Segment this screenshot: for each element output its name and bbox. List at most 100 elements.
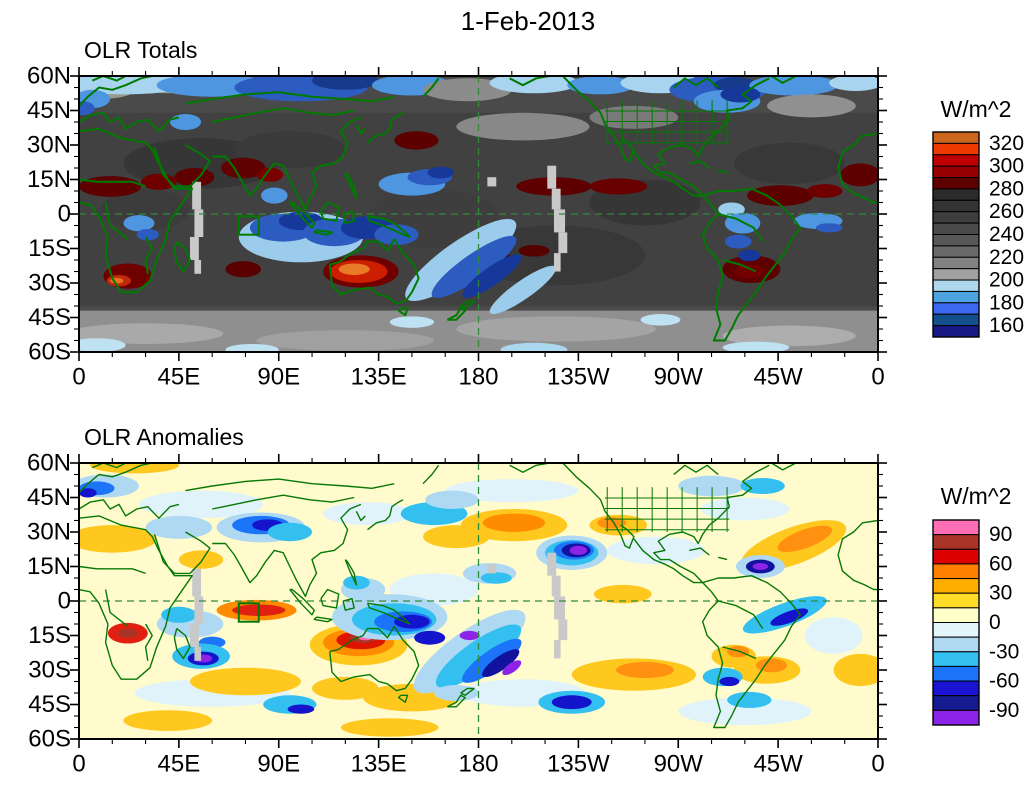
coastline-path — [211, 107, 355, 123]
lon-tick-label: 90W — [654, 364, 704, 391]
map-feature — [338, 263, 370, 275]
coastline-path — [689, 547, 710, 556]
lat-tick-label: 60S — [28, 339, 71, 366]
map-feature — [719, 676, 740, 687]
colorbar-frame — [932, 131, 980, 338]
coastline-path — [718, 600, 764, 629]
map-feature — [323, 502, 412, 526]
map-feature — [405, 218, 517, 302]
map-feature — [518, 245, 550, 257]
coastline-path — [342, 210, 356, 225]
colorbar-cell — [932, 279, 980, 292]
map-feature — [427, 166, 455, 179]
map-feature — [597, 517, 627, 529]
colorbar-cell — [932, 534, 980, 550]
lon-tick-label: 90E — [257, 751, 300, 778]
map-feature — [482, 513, 546, 532]
map-feature — [189, 667, 301, 696]
map-feature — [79, 338, 126, 352]
coastline-path — [366, 602, 411, 625]
figure-date-title: 1-Feb-2013 — [460, 6, 596, 36]
map-feature — [145, 515, 213, 539]
coastline-path — [104, 589, 129, 627]
map-feature — [755, 658, 788, 673]
map-feature — [678, 475, 745, 497]
coastline-path — [397, 694, 409, 703]
map-feature — [738, 249, 761, 262]
coastline-path — [422, 77, 440, 98]
map-feature — [414, 630, 446, 645]
map-feature — [225, 261, 261, 278]
map-feature — [551, 695, 592, 710]
map-feature — [267, 522, 313, 542]
missing-data-strip — [194, 647, 202, 661]
missing-data-strip — [189, 624, 199, 647]
lon-tick-label: 135E — [351, 751, 407, 778]
coastline-path — [319, 201, 340, 222]
map-feature — [79, 176, 142, 197]
colorbar-cell — [932, 154, 980, 167]
coastline-path — [562, 76, 635, 163]
coastline-path — [397, 307, 409, 317]
coastline-path — [92, 463, 126, 469]
coastline-path — [289, 201, 316, 229]
map-feature — [79, 488, 97, 498]
lon-tick-label: 135W — [547, 751, 610, 778]
lat-tick-label: 15S — [28, 235, 71, 262]
coastline-path — [104, 202, 129, 241]
map-feature — [256, 330, 435, 351]
colorbar-cell — [932, 177, 980, 190]
anomalies-map — [79, 463, 878, 739]
lat-tick-label: 15S — [28, 622, 71, 649]
coastline-path — [509, 76, 550, 87]
missing-data-strip — [487, 564, 497, 574]
map-feature — [234, 131, 346, 169]
map-feature — [462, 254, 522, 298]
lat-tick-label: 45N — [27, 484, 71, 511]
colorbar-cell — [932, 607, 980, 623]
colorbar-cell — [932, 245, 980, 258]
coastline-path — [79, 565, 146, 575]
lon-tick-label: 45E — [158, 364, 201, 391]
map-feature — [79, 101, 95, 116]
map-feature — [752, 563, 769, 570]
map-feature — [718, 202, 745, 217]
lat-tick-label: 45S — [28, 304, 71, 331]
map-feature — [593, 584, 652, 604]
map-feature — [445, 479, 579, 503]
coastline-path — [460, 300, 476, 310]
map-feature — [720, 86, 761, 103]
colorbar-label: 180 — [989, 291, 1024, 314]
map-feature — [459, 630, 480, 641]
map-feature — [138, 490, 264, 519]
lat-tick-label: 15N — [27, 553, 71, 580]
map-feature — [567, 76, 634, 95]
colorbar-cell — [932, 592, 980, 609]
map-feature — [394, 614, 430, 629]
coastline-path — [509, 463, 550, 473]
lat-tick-label: 30N — [27, 132, 71, 159]
coastline-path — [153, 144, 211, 188]
map-feature — [589, 105, 679, 129]
map-feature — [394, 131, 439, 150]
coastline-path — [837, 519, 878, 591]
map-feature — [462, 638, 522, 683]
coastline-path — [701, 187, 802, 342]
anomalies-panel-title: OLR Anomalies — [84, 424, 244, 450]
coastline-path — [717, 169, 728, 174]
coastline-path — [79, 499, 180, 519]
coastline-path — [355, 510, 366, 522]
coastline-path — [460, 687, 475, 696]
coastline-path — [344, 559, 358, 586]
map-feature — [117, 628, 138, 638]
map-feature — [425, 490, 479, 509]
colorbar-cell — [932, 636, 980, 653]
colorbar-label: -60 — [989, 670, 1019, 693]
coastline-path — [717, 213, 764, 243]
map-feature — [287, 704, 315, 714]
colorbar-cell — [932, 234, 980, 247]
missing-data-strip — [558, 232, 568, 254]
coastline-path — [344, 171, 358, 199]
